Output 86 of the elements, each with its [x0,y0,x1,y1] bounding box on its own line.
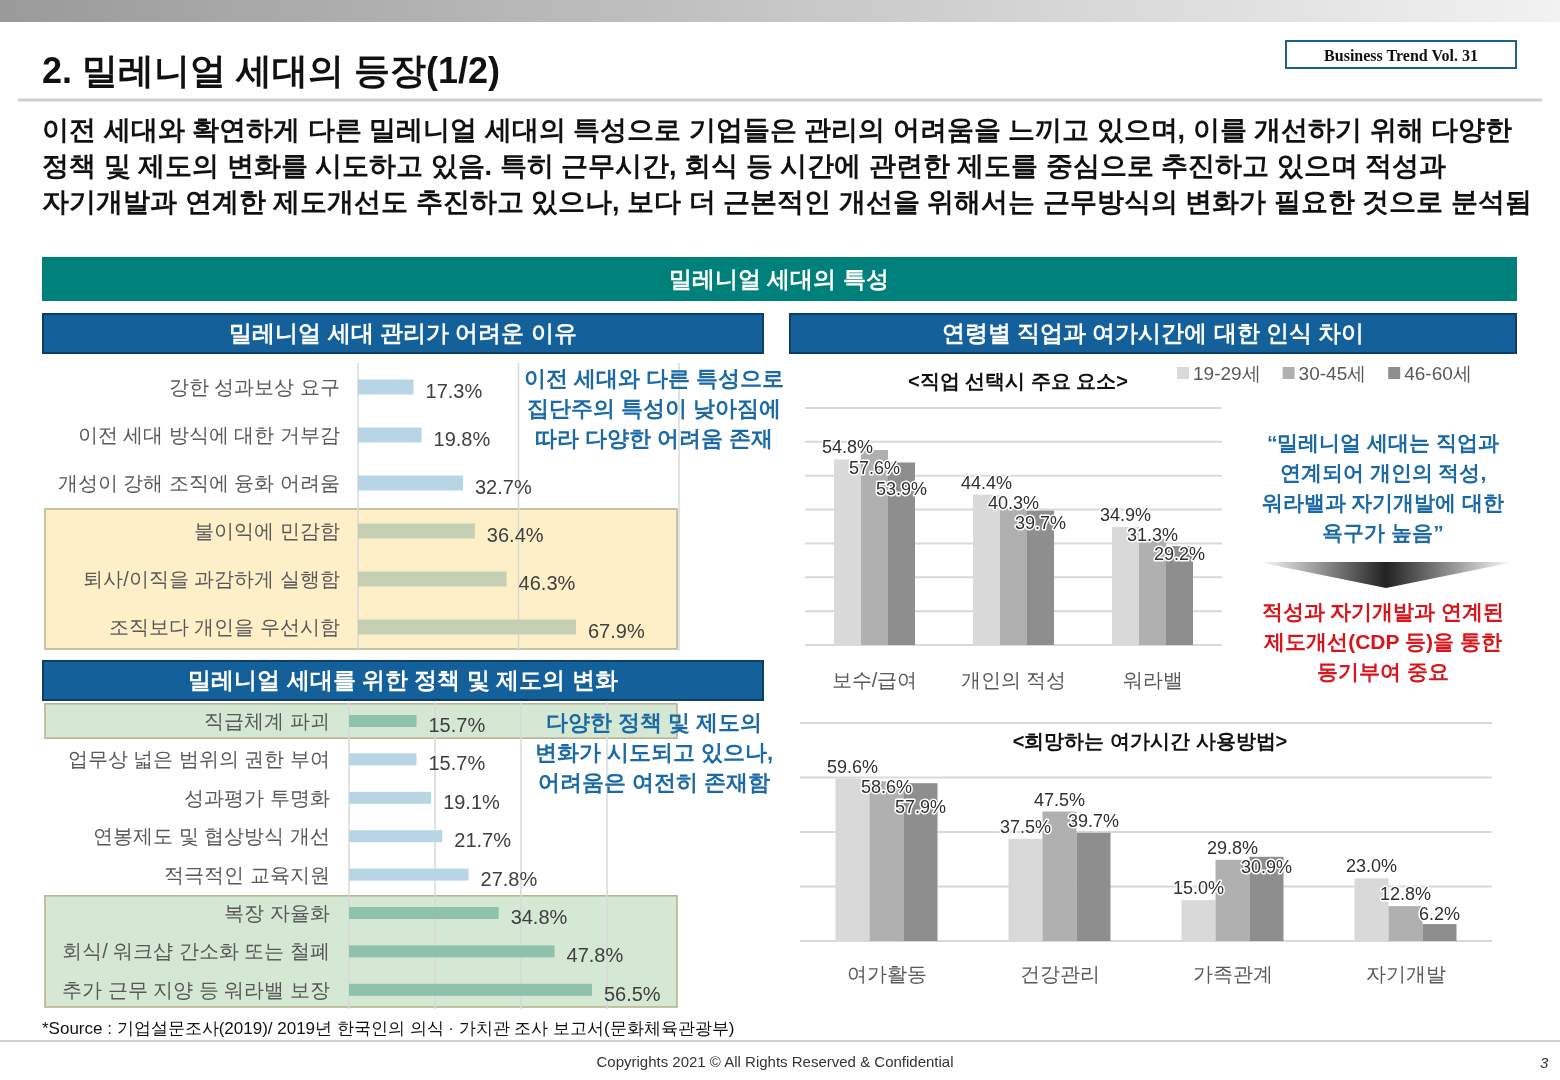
data-label: 31.3% [1126,525,1179,546]
y-tick-label: 연봉제도 및 협상방식 개선 [93,825,330,848]
bar [349,830,443,843]
data-label: 46.3% [518,572,576,594]
data-label: 37.5% [999,816,1052,837]
bar [349,907,499,919]
chart-title: 연령별 직업과 여가시간에 대한 인식 차이 [941,319,1365,348]
data-label: 47.8% [566,944,624,967]
data-label: 36.4% [486,524,544,546]
x-tick-label: 자기개발 [1365,963,1446,985]
data-label: 32.7% [474,476,532,498]
data-label: 15.7% [428,752,486,775]
y-tick-label: 회식/ 워크샵 간소화 또는 철폐 [62,940,330,963]
y-tick-label: 추가 근무 지양 등 워라밸 보장 [62,978,330,1001]
text: “밀레니얼 세대는 직업과 연계되어 개인의 적성, 워라밸과 자기개발에 대한 욕구가 높음” [1261,431,1505,544]
text: Business Trend Vol. 31 [1324,47,1478,64]
x-tick-label: 가족관계 [1192,963,1273,985]
bar [1076,832,1111,941]
data-label: 59.6% [826,756,879,777]
data-label: 21.7% [454,829,512,852]
y-tick-label: 복장 자율화 [224,902,330,924]
legend-label: 46-60세 [1404,363,1472,384]
x-tick-label: 워라밸 [1122,669,1183,691]
legend-label: 30-45세 [1298,363,1367,384]
y-tick-label: 업무상 넓은 범위의 권한 부여 [67,748,330,771]
chart-title: 밀레니얼 세대 관리가 어려운 이유 [229,319,577,348]
bar [349,945,555,958]
bar [358,619,576,635]
data-label: 19.1% [443,790,501,813]
chart-title: 밀레니얼 세대를 위한 정책 및 제도의 변화 [188,666,618,695]
bar [358,523,475,539]
data-label: 54.8% [821,437,874,458]
data-label: 12.8% [1379,884,1432,905]
bar [358,475,463,491]
y-tick-label: 강한 성과보상 요구 [168,376,340,398]
data-label: 44.4% [960,472,1013,493]
y-tick-label: 불이익에 민감함 [194,520,340,542]
data-label: 6.2% [1418,904,1461,925]
text: 적성과 자기개발과 연계된 제도개선(CDP 등)을 통한 동기부여 중요 [1261,600,1505,683]
bar [349,868,469,881]
x-tick-label: 건강관리 [1019,963,1100,985]
legend-label: 19-29세 [1193,363,1261,384]
text: Copyrights 2021 © All Rights Reserved & Confidential [596,1053,954,1070]
y-tick-label: 직급체계 파괴 [204,710,330,732]
bar [358,427,422,443]
bar [358,571,507,587]
data-label: 67.9% [587,620,645,642]
y-tick-label: 이전 세대 방식에 대한 거부감 [77,424,340,446]
data-label: 56.5% [603,982,661,1005]
y-tick-label: 적극적인 교육지원 [164,863,330,886]
x-tick-label: 보수/급여 [831,669,918,691]
data-label: 47.5% [1033,789,1086,810]
y-tick-label: 퇴사/이직을 과감하게 실행함 [83,568,340,590]
bar [349,791,432,804]
data-label: 39.7% [1067,810,1120,831]
bar [349,715,417,727]
x-tick-label: 개인의 적성 [960,669,1067,691]
bar [1422,924,1457,941]
data-label: 58.6% [860,777,913,798]
data-label: 57.6% [848,457,901,478]
chart-subtitle: <직업 선택시 주요 요소> [907,370,1129,392]
data-label: 15.7% [428,714,486,736]
annotation: 다양한 정책 및 제도의 변화가 시도되고 있으나, 어려움은 여전히 존재함 [534,710,774,795]
data-label: 15.0% [1172,878,1225,899]
data-label: 40.3% [987,492,1040,513]
data-label: 27.8% [480,867,538,890]
text: *Source : 기업설문조사(2019)/ 2019년 한국인의 의식 · 가치관 조사 보고서(문화체육관광부) [42,1019,735,1038]
bar [349,753,417,766]
text: 이전 세대와 확연하게 다른 밀레니얼 세대의 특성으로 기업들은 관리의 어려움을 느끼고 있으며, 이를 개선하기 위해 다양한 정책 및 제도의 변화를 시도하고 있음. 특히 근무시간, 회식 등 시간에 관련한 제도를 중심으로 추진하고 있으며 적성과 자기개발과 연계한 제도개선도 추진하고 있으나, 보다 더 근본적인 개선을 위해서는 근무방식의 변화가 필요한 것으로 분석됨 [42,115,1532,217]
text: 3 [1540,1054,1549,1071]
bar [358,379,414,395]
text: 2. 밀레니얼 세대의 등장(1/2) [42,50,501,91]
y-tick-label: 조직보다 개인을 우선시함 [108,616,340,638]
data-label: 19.8% [433,428,491,450]
text: 밀레니얼 세대의 특성 [669,266,889,292]
y-tick-label: 성과평가 투명화 [184,786,330,809]
chart-subtitle: <희망하는 여가시간 사용방법> [1012,730,1288,752]
annotation: 이전 세대와 다른 특성으로 집단주의 특성이 낮아짐에 따라 다양한 어려움 존재 [523,366,785,451]
x-tick-label: 여가활동 [846,963,927,985]
data-label: 23.0% [1345,856,1398,877]
data-label: 29.8% [1206,837,1259,858]
bar [349,983,592,996]
data-label: 34.8% [510,906,568,928]
data-label: 34.9% [1099,504,1152,525]
y-tick-label: 개성이 강해 조직에 융화 어려움 [57,472,340,494]
data-label: 17.3% [425,380,483,402]
